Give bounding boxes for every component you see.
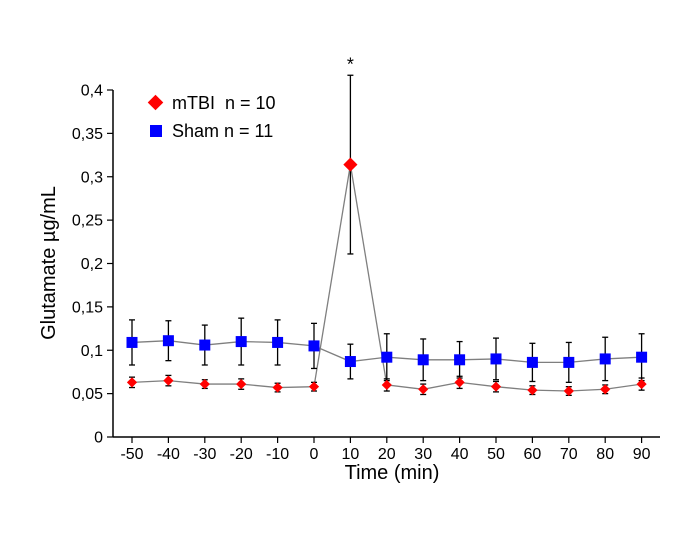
data-point-sham — [199, 339, 211, 351]
x-tick-label: 70 — [560, 446, 578, 463]
data-point-mtbi — [454, 377, 465, 388]
x-tick-label: -10 — [266, 446, 289, 463]
x-tick-label: 80 — [596, 446, 614, 463]
x-tick-label: 60 — [524, 446, 542, 463]
data-point-mtbi — [636, 378, 647, 390]
data-point-sham — [381, 351, 393, 363]
data-point-mtbi — [563, 385, 574, 397]
data-point-sham — [599, 353, 611, 365]
data-point-sham — [126, 336, 138, 348]
data-point-sham — [308, 340, 320, 352]
x-tick-label: -20 — [230, 446, 253, 463]
x-axis-title: Time (min) — [345, 462, 440, 484]
data-point-mtbi — [272, 382, 283, 393]
data-point-sham — [162, 335, 174, 347]
y-tick-label: 0 — [94, 430, 103, 447]
legend: mTBI n = 10 Sham n = 11 — [147, 93, 276, 141]
data-point-mtbi — [490, 381, 502, 392]
x-axis-ticks: -50 -40 -30 -20 -10 0 10 20 30 40 50 60 70 80 90 — [120, 437, 651, 463]
data-point-sham — [417, 354, 429, 366]
y-axis-title: Glutamate µg/mL — [38, 186, 60, 340]
data-point-mtbi — [126, 377, 138, 388]
y-tick-label: 0,25 — [72, 213, 103, 230]
x-tick-label: 10 — [342, 446, 360, 463]
data-point-sham — [454, 354, 466, 366]
data-point-mtbi — [381, 379, 392, 391]
y-tick-label: 0,2 — [81, 256, 103, 273]
x-tick-label: -30 — [193, 446, 216, 463]
data-point-sham — [235, 336, 247, 348]
data-point-sham — [344, 356, 356, 368]
data-point-sham — [490, 353, 502, 365]
legend-marker-mtbi — [147, 94, 164, 111]
x-tick-label: 20 — [378, 446, 396, 463]
legend-marker-sham — [150, 125, 162, 137]
y-tick-label: 0,3 — [81, 169, 103, 186]
data-point-mtbi — [527, 385, 538, 396]
significance-asterisk: * — [347, 54, 354, 74]
data-point-mtbi — [343, 157, 358, 172]
x-tick-label: 0 — [310, 446, 319, 463]
data-point-sham — [563, 356, 575, 368]
data-point-mtbi — [308, 381, 320, 392]
data-point-sham — [636, 351, 648, 363]
legend-label-mtbi: mTBI n = 10 — [172, 93, 276, 113]
x-tick-label: 30 — [414, 446, 432, 463]
y-tick-label: 0,1 — [81, 343, 103, 360]
data-point-mtbi — [600, 384, 611, 395]
y-tick-label: 0,05 — [72, 386, 103, 403]
data-point-sham — [272, 336, 284, 348]
data-point-mtbi — [418, 384, 429, 395]
data-point-mtbi — [199, 378, 210, 390]
x-tick-label: -50 — [120, 446, 143, 463]
y-tick-label: 0,4 — [81, 83, 103, 100]
x-tick-label: 40 — [451, 446, 469, 463]
y-axis-ticks: 0 0,05 0,1 0,15 0,2 0,25 0,3 0,35 0,4 — [72, 83, 113, 447]
annotations: * — [347, 54, 354, 74]
y-tick-label: 0,35 — [72, 126, 103, 143]
data-point-sham — [526, 356, 538, 368]
x-tick-label: 50 — [487, 446, 505, 463]
x-tick-label: 90 — [633, 446, 651, 463]
data-point-mtbi — [163, 375, 174, 386]
legend-label-sham: Sham n = 11 — [172, 121, 273, 141]
y-tick-label: 0,15 — [72, 299, 103, 316]
x-tick-label: -40 — [157, 446, 180, 463]
data-point-mtbi — [236, 378, 247, 390]
